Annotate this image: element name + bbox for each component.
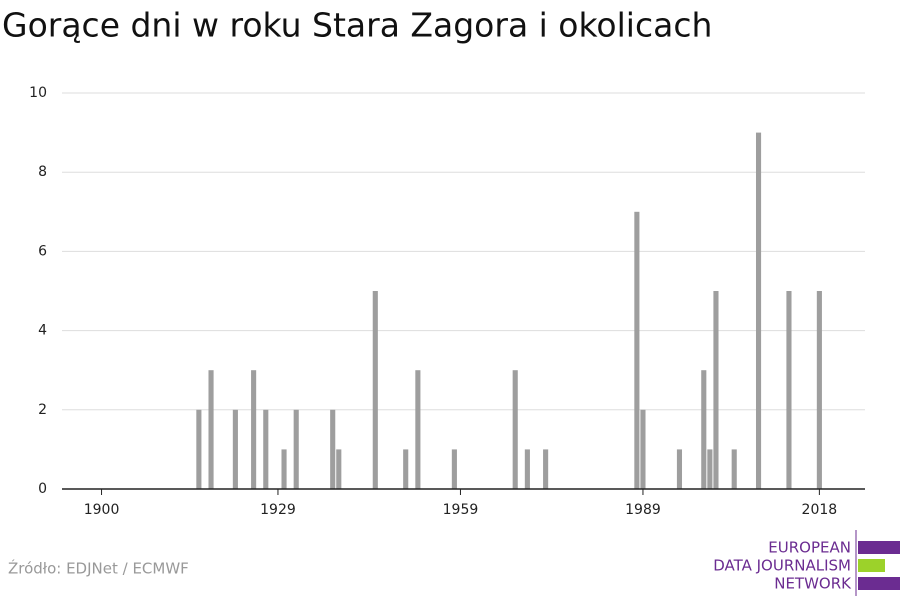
x-tick-label: 2018 [802,502,838,518]
bar [524,449,530,489]
bar [731,449,737,489]
logo-bar [858,577,900,590]
bar [232,409,238,489]
logo: EUROPEAN DATA JOURNALISM NETWORK [713,530,900,596]
x-tick-label: 1929 [260,502,296,518]
y-tick-label: 2 [38,402,47,418]
bar [330,409,336,489]
bar [451,449,457,489]
bar [701,370,707,489]
bar [676,449,683,489]
y-tick-label: 4 [38,323,47,339]
bar [208,370,214,489]
logo-text: EUROPEAN [768,539,851,557]
bar [263,409,269,489]
bar [336,449,342,489]
logo-bar [858,541,900,554]
bar [512,370,518,489]
chart-title: Gorące dni w roku Stara Zagora i okolica… [2,6,712,45]
bar [403,449,409,489]
bar [786,291,792,489]
bar [713,291,719,489]
bar [293,409,299,489]
logo-text: DATA JOURNALISM [713,557,851,575]
y-tick-label: 10 [29,85,47,101]
bar [543,449,549,489]
bar [707,449,713,489]
bar [251,370,257,489]
logo-text: NETWORK [774,575,852,593]
bar [281,449,287,489]
bar [372,291,378,489]
bar [196,409,202,489]
bar [415,370,421,489]
bar [640,409,646,489]
x-tick-label: 1989 [625,502,661,518]
logo-bar [858,559,885,572]
source: Źródło: EDJNet / ECMWF [8,559,189,578]
bar [816,291,822,489]
bar [755,132,762,489]
x-tick-label: 1900 [84,502,120,518]
bar [634,211,640,490]
y-tick-label: 6 [38,243,47,259]
y-tick-label: 0 [38,481,47,497]
x-tick-label: 1959 [443,502,479,518]
y-tick-label: 8 [38,164,47,180]
